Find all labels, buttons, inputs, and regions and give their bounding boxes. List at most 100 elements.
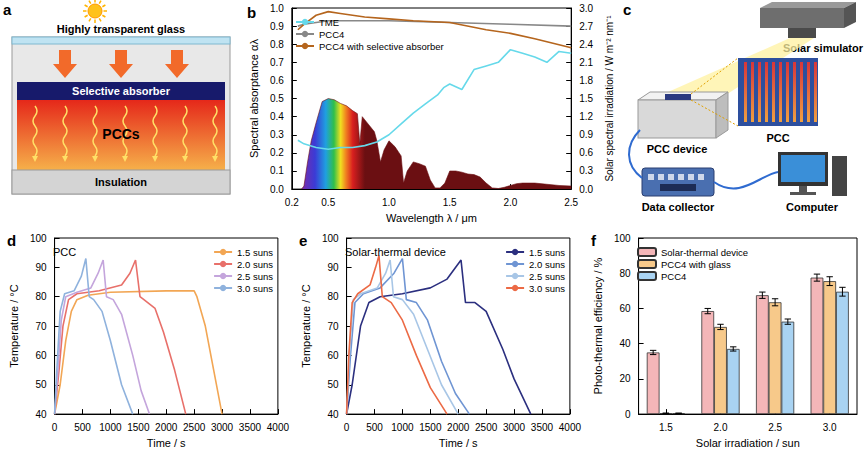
svg-text:100: 100 (614, 233, 631, 244)
svg-text:100: 100 (322, 233, 339, 244)
svg-text:1.2: 1.2 (579, 111, 593, 122)
svg-text:2.0: 2.0 (504, 197, 518, 208)
svg-text:2.7: 2.7 (579, 21, 593, 32)
svg-text:PCC: PCC (53, 246, 76, 258)
svg-text:Temperature / °C: Temperature / °C (300, 284, 312, 367)
svg-text:0.3: 0.3 (270, 129, 284, 140)
svg-text:2.1: 2.1 (579, 57, 593, 68)
svg-text:500: 500 (74, 422, 91, 433)
svg-text:PCC4 with glass: PCC4 with glass (661, 259, 731, 270)
svg-text:e: e (299, 232, 307, 249)
svg-text:a: a (3, 1, 12, 18)
svg-text:0.5: 0.5 (321, 197, 335, 208)
svg-text:PCC: PCC (766, 132, 789, 144)
svg-text:1000: 1000 (391, 422, 414, 433)
svg-text:b: b (247, 4, 256, 21)
svg-text:Computer: Computer (786, 201, 839, 213)
svg-text:PCC4: PCC4 (319, 29, 344, 40)
svg-text:70: 70 (35, 321, 47, 332)
svg-text:0.5: 0.5 (270, 93, 284, 104)
svg-text:90: 90 (327, 262, 339, 273)
svg-text:Solar irradiation / sun: Solar irradiation / sun (696, 437, 800, 449)
svg-text:PCCs: PCCs (102, 126, 140, 142)
svg-text:Solar spectral irradiation / W: Solar spectral irradiation / W m⁻² nm⁻¹ (604, 15, 615, 182)
svg-text:0.6: 0.6 (270, 75, 284, 86)
svg-text:40: 40 (327, 409, 339, 420)
svg-text:3000: 3000 (211, 422, 234, 433)
svg-text:0.7: 0.7 (270, 57, 284, 68)
svg-text:0: 0 (625, 409, 631, 420)
svg-text:PCC device: PCC device (647, 143, 708, 155)
svg-text:70: 70 (327, 321, 339, 332)
svg-text:Time / s: Time / s (147, 437, 186, 449)
svg-text:2500: 2500 (183, 422, 206, 433)
svg-text:0.0: 0.0 (270, 184, 284, 195)
svg-text:60: 60 (35, 350, 47, 361)
svg-text:2500: 2500 (475, 422, 498, 433)
svg-text:0.1: 0.1 (270, 165, 284, 176)
svg-text:4000: 4000 (559, 422, 582, 433)
svg-text:0: 0 (344, 422, 350, 433)
svg-text:0.2: 0.2 (270, 147, 284, 158)
svg-text:1.0: 1.0 (382, 197, 396, 208)
svg-text:40: 40 (619, 338, 631, 349)
svg-text:1000: 1000 (99, 422, 122, 433)
svg-text:2.5: 2.5 (768, 422, 782, 433)
svg-text:1500: 1500 (127, 422, 150, 433)
svg-text:2.5 suns: 2.5 suns (529, 271, 565, 282)
svg-text:Wavelength λ / μm: Wavelength λ / μm (386, 212, 477, 224)
svg-text:4000: 4000 (267, 422, 290, 433)
svg-text:0.4: 0.4 (270, 111, 284, 122)
svg-text:2.4: 2.4 (579, 39, 593, 50)
svg-text:Data collector: Data collector (642, 201, 715, 213)
svg-text:Highly transparent glass: Highly transparent glass (57, 23, 185, 35)
svg-text:0.3: 0.3 (579, 165, 593, 176)
svg-text:Time / s: Time / s (439, 437, 478, 449)
svg-text:60: 60 (327, 350, 339, 361)
svg-text:PCC4 with selective absorber: PCC4 with selective absorber (319, 41, 444, 52)
svg-text:20: 20 (619, 373, 631, 384)
svg-text:80: 80 (35, 291, 47, 302)
svg-text:50: 50 (35, 379, 47, 390)
svg-text:Insulation: Insulation (95, 176, 147, 188)
svg-text:Spectral absorptance αλ: Spectral absorptance αλ (248, 39, 260, 158)
svg-text:Solar-thermal device: Solar-thermal device (345, 246, 446, 258)
svg-text:2.0 suns: 2.0 suns (529, 259, 565, 270)
svg-text:3500: 3500 (531, 422, 554, 433)
svg-text:2.5 suns: 2.5 suns (237, 271, 273, 282)
svg-text:1.5: 1.5 (659, 422, 673, 433)
svg-text:80: 80 (327, 291, 339, 302)
svg-text:Solar-thermal device: Solar-thermal device (661, 247, 748, 258)
svg-text:3.0: 3.0 (823, 422, 837, 433)
svg-text:Temperature / °C: Temperature / °C (8, 284, 20, 367)
svg-text:0: 0 (52, 422, 58, 433)
svg-text:2000: 2000 (447, 422, 470, 433)
svg-text:3.0 suns: 3.0 suns (529, 283, 565, 294)
svg-text:2000: 2000 (155, 422, 178, 433)
svg-text:0.0: 0.0 (579, 184, 593, 195)
svg-text:500: 500 (366, 422, 383, 433)
svg-text:1.8: 1.8 (579, 75, 593, 86)
svg-text:3.0 suns: 3.0 suns (237, 283, 273, 294)
svg-text:Selective absorber: Selective absorber (72, 85, 171, 97)
svg-text:TME: TME (319, 17, 339, 28)
svg-text:Photo-thermal efficiency / %: Photo-thermal efficiency / % (592, 257, 604, 394)
svg-text:3000: 3000 (503, 422, 526, 433)
svg-text:0.8: 0.8 (270, 39, 284, 50)
svg-text:1.5 suns: 1.5 suns (529, 247, 565, 258)
svg-text:60: 60 (619, 303, 631, 314)
svg-text:80: 80 (619, 268, 631, 279)
svg-text:3.0: 3.0 (579, 3, 593, 14)
svg-text:1.0: 1.0 (270, 3, 284, 14)
svg-text:100: 100 (30, 233, 47, 244)
svg-text:1.5: 1.5 (579, 93, 593, 104)
svg-text:3500: 3500 (239, 422, 262, 433)
svg-text:1500: 1500 (419, 422, 442, 433)
svg-text:d: d (7, 232, 16, 249)
svg-text:2.0 suns: 2.0 suns (237, 259, 273, 270)
svg-text:c: c (623, 1, 631, 18)
svg-text:2.0: 2.0 (714, 422, 728, 433)
svg-text:90: 90 (35, 262, 47, 273)
svg-text:1.5 suns: 1.5 suns (237, 247, 273, 258)
svg-text:PCC4: PCC4 (661, 271, 686, 282)
